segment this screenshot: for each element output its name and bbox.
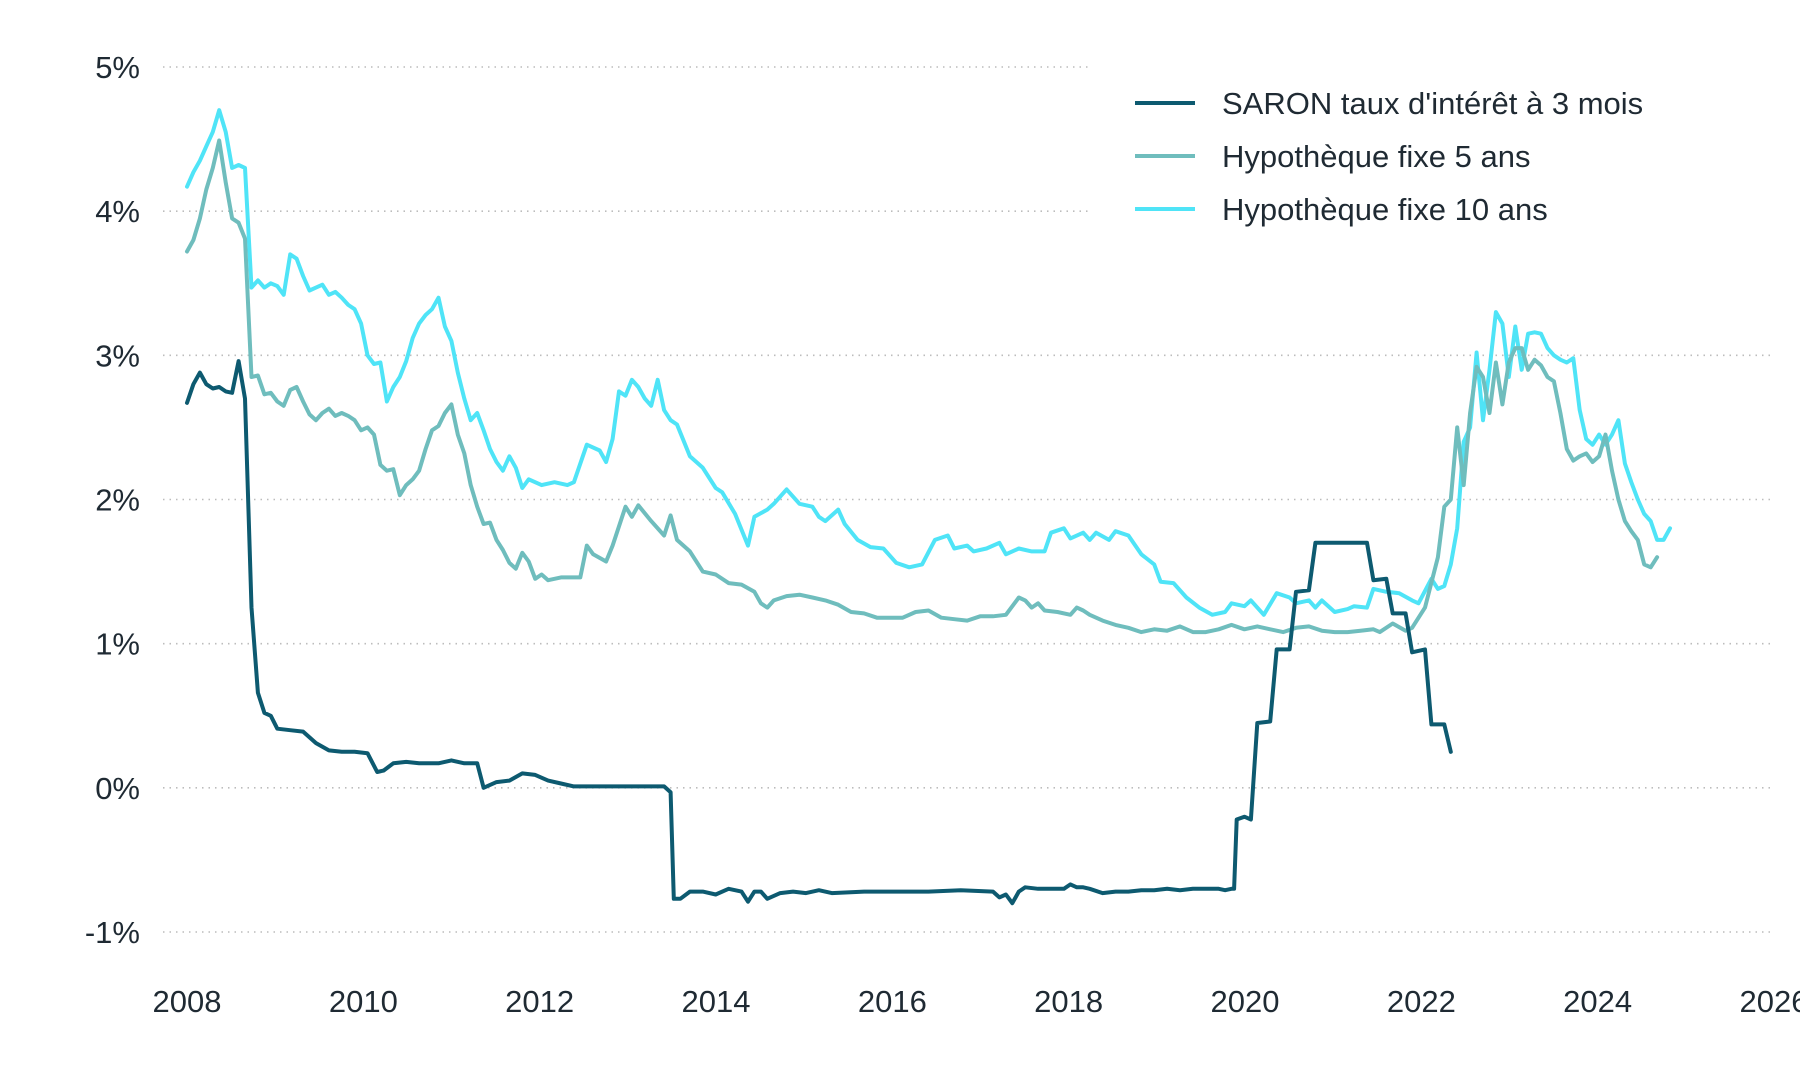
y-tick-label: -1% (85, 915, 140, 950)
x-tick-label: 2020 (1211, 984, 1280, 1019)
legend-label-hypotheque-5: Hypothèque fixe 5 ans (1222, 139, 1531, 174)
legend: SARON taux d'intérêt à 3 mois Hypothèque… (1135, 86, 1643, 227)
x-tick-label: 2022 (1387, 984, 1456, 1019)
legend-item-hypotheque-5: Hypothèque fixe 5 ans (1135, 139, 1531, 174)
x-tick-label: 2024 (1563, 984, 1632, 1019)
series-line-2 (185, 108, 1672, 617)
series-line-1 (185, 138, 1660, 635)
series-lines (185, 108, 1672, 906)
y-tick-label: 2% (95, 483, 140, 518)
y-axis-tick-labels: -1% 0% 1% 2% 3% 4% 5% (85, 50, 140, 950)
x-tick-label: 2012 (505, 984, 574, 1019)
x-tick-label: 2010 (329, 984, 398, 1019)
x-tick-label: 2008 (153, 984, 222, 1019)
y-tick-label: 0% (95, 771, 140, 806)
series-line-0 (185, 359, 1453, 906)
y-tick-label: 4% (95, 194, 140, 229)
legend-label-saron: SARON taux d'intérêt à 3 mois (1222, 86, 1643, 121)
x-tick-label: 2014 (682, 984, 751, 1019)
x-tick-label: 2026 (1740, 984, 1800, 1019)
y-tick-label: 3% (95, 338, 140, 373)
legend-item-hypotheque-10: Hypothèque fixe 10 ans (1135, 192, 1548, 227)
x-tick-label: 2018 (1034, 984, 1103, 1019)
y-tick-label: 1% (95, 627, 140, 662)
x-axis-tick-labels: 2008 2010 2012 2014 2016 2018 2020 2022 2024 2026 (153, 984, 1800, 1019)
legend-item-saron: SARON taux d'intérêt à 3 mois (1135, 86, 1643, 121)
y-tick-label: 5% (95, 50, 140, 85)
legend-label-hypotheque-10: Hypothèque fixe 10 ans (1222, 192, 1548, 227)
x-tick-label: 2016 (858, 984, 927, 1019)
